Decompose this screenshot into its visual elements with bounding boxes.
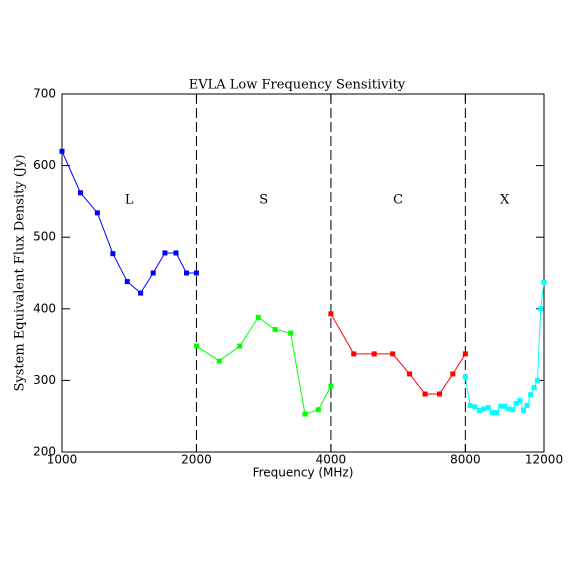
point	[371, 351, 377, 357]
point	[328, 311, 334, 317]
point	[538, 306, 544, 312]
point	[489, 410, 495, 416]
chart-title: EVLA Low Frequency Sensitivity	[189, 78, 406, 93]
y-tick-label: 200	[33, 445, 56, 459]
y-tick-label: 500	[33, 230, 56, 244]
series-line	[196, 316, 332, 415]
point	[77, 190, 83, 196]
series-line	[61, 151, 197, 294]
point	[59, 148, 65, 154]
x-tick-label: 4000	[316, 453, 347, 467]
point	[462, 351, 468, 357]
point	[498, 403, 504, 409]
point	[502, 403, 508, 409]
band-label: S	[259, 193, 268, 208]
point	[138, 290, 144, 296]
point	[517, 397, 523, 403]
point	[255, 314, 261, 320]
band-label: C	[393, 193, 403, 208]
point	[328, 383, 334, 389]
point	[513, 400, 519, 406]
y-tick-label: 600	[33, 158, 56, 172]
x-tick-label: 12000	[525, 453, 563, 467]
x-tick-label: 1000	[47, 453, 78, 467]
point	[494, 410, 500, 416]
point	[472, 404, 478, 410]
y-tick-label: 400	[33, 301, 56, 315]
point	[450, 371, 456, 377]
point	[531, 385, 537, 391]
y-tick-label: 300	[33, 373, 56, 387]
point	[534, 377, 540, 383]
y-tick-label: 700	[33, 87, 56, 101]
point	[150, 270, 156, 276]
point	[288, 330, 294, 336]
y-axis-label: System Equivalent Flux Density (Jy)	[13, 154, 28, 391]
point	[124, 279, 130, 285]
point	[462, 374, 468, 380]
point	[272, 327, 278, 333]
point	[193, 343, 199, 349]
point	[521, 407, 527, 413]
point	[541, 279, 547, 285]
point	[528, 392, 534, 398]
point	[302, 411, 308, 417]
point	[485, 405, 491, 411]
point	[506, 406, 512, 412]
point	[509, 407, 515, 413]
point	[94, 210, 100, 216]
point	[467, 402, 473, 408]
point	[436, 391, 442, 397]
x-axis-label: Frequency (MHz)	[253, 466, 354, 480]
point	[193, 270, 199, 276]
band-label: X	[500, 193, 510, 208]
point	[524, 402, 530, 408]
series-line	[330, 313, 466, 395]
point	[481, 406, 487, 412]
point	[173, 250, 179, 256]
point	[390, 351, 396, 357]
point	[407, 371, 413, 377]
point	[162, 250, 168, 256]
band-label: L	[125, 193, 134, 208]
point	[422, 391, 428, 397]
x-tick-label: 2000	[181, 453, 212, 467]
x-tick-label: 8000	[450, 453, 481, 467]
point	[237, 343, 243, 349]
point	[216, 358, 222, 364]
point	[476, 407, 482, 413]
point	[184, 270, 190, 276]
plot-frame	[61, 93, 545, 453]
point	[110, 251, 116, 257]
point	[315, 407, 321, 413]
point	[351, 351, 357, 357]
